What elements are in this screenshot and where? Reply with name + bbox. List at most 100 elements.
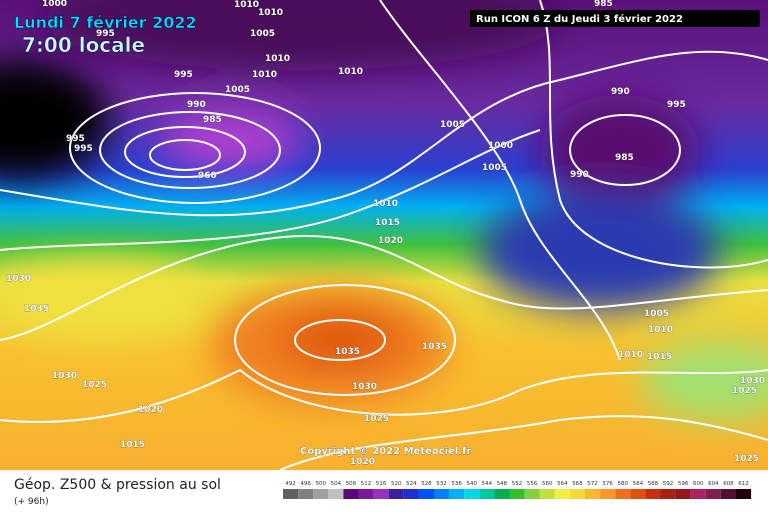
scale-swatch — [328, 489, 344, 499]
isobar-label: 995 — [74, 144, 93, 154]
isobar-label: 985 — [203, 115, 222, 125]
isobar-label: 995 — [66, 134, 85, 144]
isobar-label: 1005 — [225, 85, 250, 95]
scale-swatch — [585, 489, 601, 499]
isobar-label: 990 — [187, 100, 206, 110]
color-scale: 492 496 500 504 508 512 516 520 524 528 532 536 540 5… — [283, 481, 752, 499]
scale-swatch — [630, 489, 646, 499]
isobar-label: 1020 — [350, 457, 375, 467]
scale-swatch — [600, 489, 616, 499]
forecast-time: 7:00 locale — [22, 33, 145, 57]
scale-swatch — [539, 489, 555, 499]
scale-label: 552 — [512, 481, 523, 487]
scale-swatch — [509, 489, 525, 499]
isobar-label: 1030 — [52, 371, 77, 381]
scale-swatch — [720, 489, 736, 499]
scale-swatch — [569, 489, 585, 499]
isobar-label: 1025 — [734, 454, 759, 464]
scale-label: 580 — [618, 481, 629, 487]
scale-swatch — [524, 489, 540, 499]
scale-swatch — [554, 489, 570, 499]
scale-swatch — [418, 489, 434, 499]
isobar-label: 985 — [615, 153, 634, 163]
scale-label: 568 — [572, 481, 583, 487]
scale-swatch — [313, 489, 329, 499]
scale-label: 520 — [391, 481, 402, 487]
isobar-label: 1015 — [647, 352, 672, 362]
scale-label: 572 — [587, 481, 598, 487]
field-blob — [0, 260, 210, 340]
isobar-label: 1005 — [644, 309, 669, 319]
scale-label: 548 — [497, 481, 508, 487]
scale-label: 612 — [738, 481, 749, 487]
scale-label: 532 — [436, 481, 447, 487]
scale-label: 528 — [421, 481, 432, 487]
scale-swatch — [615, 489, 631, 499]
isobar — [539, 0, 768, 269]
isobar — [99, 111, 281, 189]
isobar — [149, 139, 221, 171]
isobar-label: 1035 — [335, 347, 360, 357]
scale-label: 584 — [633, 481, 644, 487]
field-blob — [640, 340, 768, 420]
isobar-label: 995 — [174, 70, 193, 80]
copyright: Copyright © 2022 Meteociel.fr — [300, 446, 471, 457]
scale-label: 524 — [406, 481, 417, 487]
isobar — [294, 319, 386, 361]
scale-swatch — [705, 489, 721, 499]
isobar-label: 990 — [611, 87, 630, 97]
field-blob — [40, 0, 560, 70]
isobar-label: 1000 — [42, 0, 67, 9]
isobar — [124, 126, 246, 178]
scale-label: 508 — [346, 481, 357, 487]
scale-swatch — [660, 489, 676, 499]
scale-swatch — [645, 489, 661, 499]
isobar-label: 1005 — [250, 29, 275, 39]
scale-swatch — [403, 489, 419, 499]
isobar-label: 1005 — [440, 120, 465, 130]
scale-swatch — [464, 489, 480, 499]
run-info: Run ICON 6 Z du Jeudi 3 février 2022 — [476, 13, 683, 25]
scale-label: 608 — [723, 481, 734, 487]
isobar-label: 990 — [570, 170, 589, 180]
isobar-label: 1020 — [138, 405, 163, 415]
footer-title: Géop. Z500 & pression au sol — [14, 477, 221, 493]
scale-label: 576 — [602, 481, 613, 487]
scale-label: 596 — [678, 481, 689, 487]
footer-subtitle: (+ 96h) — [14, 497, 49, 507]
isobar-label: 1025 — [732, 386, 757, 396]
isobar — [0, 368, 768, 423]
isobars — [0, 0, 768, 470]
field-blob — [540, 95, 700, 205]
isobar-label: 1010 — [338, 67, 363, 77]
isobar-label: 1010 — [373, 199, 398, 209]
isobar-label: 995 — [96, 29, 115, 39]
isobar-label: 1025 — [364, 414, 389, 424]
scale-label: 536 — [451, 481, 462, 487]
isobar — [0, 235, 768, 341]
isobar-label: 1020 — [378, 236, 403, 246]
isobar — [379, 0, 621, 361]
scale-swatch — [479, 489, 495, 499]
isobar — [234, 284, 456, 396]
scale-swatch — [388, 489, 404, 499]
isobar-label: 1005 — [482, 163, 507, 173]
isobar — [569, 114, 681, 186]
isobar-label: 1000 — [488, 141, 513, 151]
scale-swatch — [343, 489, 359, 499]
isobar-label: 1015 — [375, 218, 400, 228]
isobar-label: 1030 — [740, 376, 765, 386]
scale-label: 560 — [542, 481, 553, 487]
isobar-label: 1010 — [265, 54, 290, 64]
field-blob — [0, 60, 110, 180]
scale-label: 604 — [708, 481, 719, 487]
run-box — [470, 10, 760, 27]
scale-label: 592 — [663, 481, 674, 487]
scale-swatch — [283, 489, 299, 499]
isobar-label: 1025 — [82, 380, 107, 390]
scale-label: 564 — [557, 481, 568, 487]
isobar-label: 1030 — [352, 382, 377, 392]
scale-swatch — [690, 489, 706, 499]
